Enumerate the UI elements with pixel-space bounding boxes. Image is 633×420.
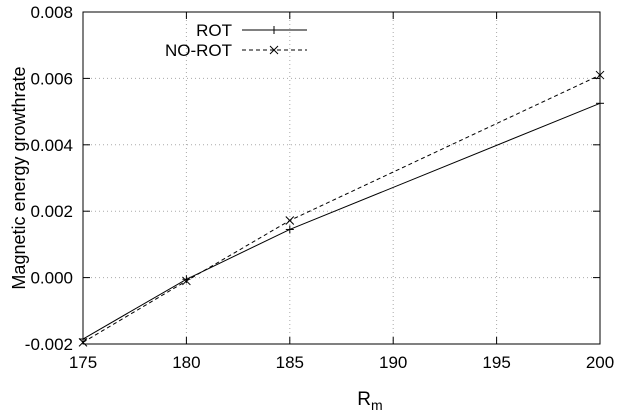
series-rot [79,99,604,344]
data-point [595,70,605,80]
y-tick-label: 0.000 [30,269,73,288]
x-axis-label: Rm [357,389,382,413]
y-tick-label: 0.004 [30,136,73,155]
y-axis-label: Magnetic energy growthrate [9,66,29,289]
data-point [78,337,88,347]
series-no-rot [78,70,605,347]
x-tick-label: 175 [69,353,97,372]
legend-marker [269,45,279,55]
axis-ticks: 175 180 185 190 195 200 -0.002 0.000 0.002 0.004 0… [25,3,614,372]
x-tick-label: 185 [276,353,304,372]
plot-frame [82,11,601,345]
x-tick-label: 195 [482,353,510,372]
x-tick-label: 190 [379,353,407,372]
x-tick-label: 200 [586,353,614,372]
y-tick-label: -0.002 [25,335,73,354]
x-tick-label: 180 [172,353,200,372]
grid-lines [83,12,600,344]
legend-label: NO-ROT [165,41,232,60]
data-point [182,276,191,286]
series-line [82,102,601,340]
series [78,70,605,347]
legend-label: ROT [196,21,232,40]
y-tick-label: 0.008 [30,3,73,22]
y-tick-label: 0.006 [30,69,73,88]
data-point [285,216,295,225]
y-tick-label: 0.002 [30,202,73,221]
